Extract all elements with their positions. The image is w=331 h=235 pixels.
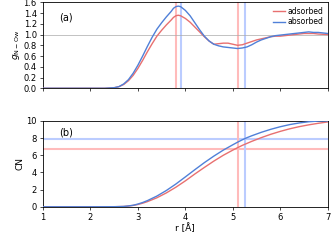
absorbed	[145, 199, 149, 202]
absorbed	[307, 120, 311, 123]
adsorbed	[174, 186, 178, 189]
absorbed	[269, 128, 273, 131]
absorbed	[245, 46, 249, 48]
absorbed	[278, 125, 282, 128]
adsorbed	[136, 203, 140, 206]
adsorbed	[259, 136, 263, 139]
adsorbed	[297, 125, 301, 128]
absorbed	[231, 143, 235, 146]
adsorbed	[122, 205, 126, 208]
absorbed	[41, 87, 45, 90]
absorbed	[236, 141, 240, 144]
absorbed	[326, 32, 330, 35]
Line: absorbed: absorbed	[43, 121, 328, 207]
Line: absorbed: absorbed	[43, 6, 328, 88]
Line: adsorbed: adsorbed	[43, 122, 328, 207]
adsorbed	[88, 205, 92, 208]
adsorbed	[112, 205, 116, 208]
adsorbed	[240, 144, 244, 147]
absorbed	[131, 204, 135, 207]
adsorbed	[236, 146, 240, 149]
absorbed	[240, 138, 244, 141]
Y-axis label: CN: CN	[16, 157, 25, 170]
Text: (a): (a)	[59, 13, 72, 23]
absorbed	[145, 45, 149, 48]
Y-axis label: $g_\mathregular{N-Ow}$: $g_\mathregular{N-Ow}$	[11, 30, 22, 60]
adsorbed	[169, 19, 173, 21]
absorbed	[122, 205, 126, 208]
absorbed	[326, 119, 330, 122]
adsorbed	[221, 154, 225, 157]
absorbed	[259, 39, 263, 41]
Legend: adsorbed, absorbed: adsorbed, absorbed	[273, 6, 324, 27]
absorbed	[41, 205, 45, 208]
absorbed	[165, 189, 168, 192]
adsorbed	[183, 180, 187, 182]
absorbed	[136, 203, 140, 205]
absorbed	[202, 161, 206, 164]
adsorbed	[259, 37, 263, 40]
absorbed	[176, 5, 180, 8]
absorbed	[297, 121, 301, 124]
adsorbed	[231, 149, 235, 152]
absorbed	[288, 123, 292, 126]
adsorbed	[202, 166, 206, 169]
Line: adsorbed: adsorbed	[43, 15, 328, 88]
adsorbed	[212, 160, 216, 163]
adsorbed	[41, 87, 45, 90]
adsorbed	[278, 130, 282, 133]
adsorbed	[145, 50, 149, 53]
adsorbed	[269, 133, 273, 136]
adsorbed	[288, 127, 292, 130]
adsorbed	[141, 202, 145, 205]
adsorbed	[176, 14, 180, 17]
adsorbed	[245, 42, 249, 45]
adsorbed	[316, 33, 320, 35]
absorbed	[88, 205, 92, 208]
adsorbed	[145, 200, 149, 203]
adsorbed	[165, 24, 168, 26]
adsorbed	[250, 140, 254, 143]
absorbed	[174, 183, 178, 185]
adsorbed	[307, 123, 311, 126]
absorbed	[245, 136, 249, 139]
absorbed	[112, 205, 116, 208]
absorbed	[155, 195, 159, 197]
adsorbed	[131, 204, 135, 207]
adsorbed	[126, 205, 130, 208]
absorbed	[126, 204, 130, 207]
adsorbed	[326, 121, 330, 123]
absorbed	[221, 149, 225, 152]
adsorbed	[65, 205, 69, 208]
adsorbed	[165, 192, 168, 194]
Text: (b): (b)	[59, 128, 72, 138]
absorbed	[316, 31, 320, 34]
absorbed	[250, 134, 254, 137]
absorbed	[165, 16, 168, 18]
absorbed	[212, 155, 216, 157]
adsorbed	[41, 205, 45, 208]
absorbed	[65, 205, 69, 208]
absorbed	[193, 168, 197, 171]
adsorbed	[193, 172, 197, 175]
adsorbed	[316, 122, 320, 125]
absorbed	[259, 131, 263, 134]
adsorbed	[155, 196, 159, 199]
absorbed	[316, 120, 320, 122]
X-axis label: r [Å]: r [Å]	[175, 223, 195, 233]
absorbed	[183, 176, 187, 178]
adsorbed	[326, 33, 330, 36]
absorbed	[169, 10, 173, 13]
absorbed	[141, 201, 145, 204]
